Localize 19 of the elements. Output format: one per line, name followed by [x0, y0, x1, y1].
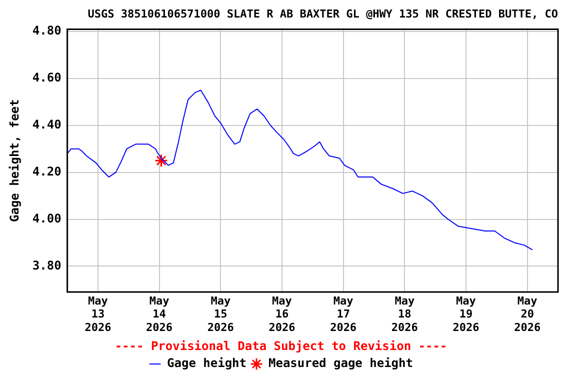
y-tick-label: 4.20: [32, 164, 62, 178]
x-tick-label: May 14 2026: [146, 294, 173, 334]
y-tick-label: 3.80: [32, 258, 62, 272]
y-axis-title: Gage height, feet: [7, 99, 22, 222]
y-tick-label: 4.60: [32, 70, 62, 85]
y-tick-label: 4.40: [32, 118, 62, 132]
legend-label: Gage height: [167, 356, 247, 370]
text: ---- Provisional Data Subject to Revision ----: [114, 338, 448, 353]
x-tick-label: May 19 2026: [452, 294, 480, 334]
y-tick-label: 4.00: [32, 211, 62, 226]
x-tick-label: May 17 2026: [330, 294, 357, 334]
x-tick-label: May 16 2026: [268, 294, 296, 334]
y-tick-label: 4.80: [32, 24, 62, 38]
x-tick-label: May 18 2026: [391, 294, 418, 334]
chart-title: USGS 385106106571000 SLATE R AB BAXTER GL @HWY 135 NR CRESTED BUTTE, CO: [88, 7, 558, 20]
x-tick-label: May 13 2026: [84, 294, 112, 334]
x-tick-label: May 20 2026: [514, 294, 541, 334]
x-tick-label: May 15 2026: [207, 294, 234, 334]
legend-label: Measured gage height: [268, 356, 413, 370]
